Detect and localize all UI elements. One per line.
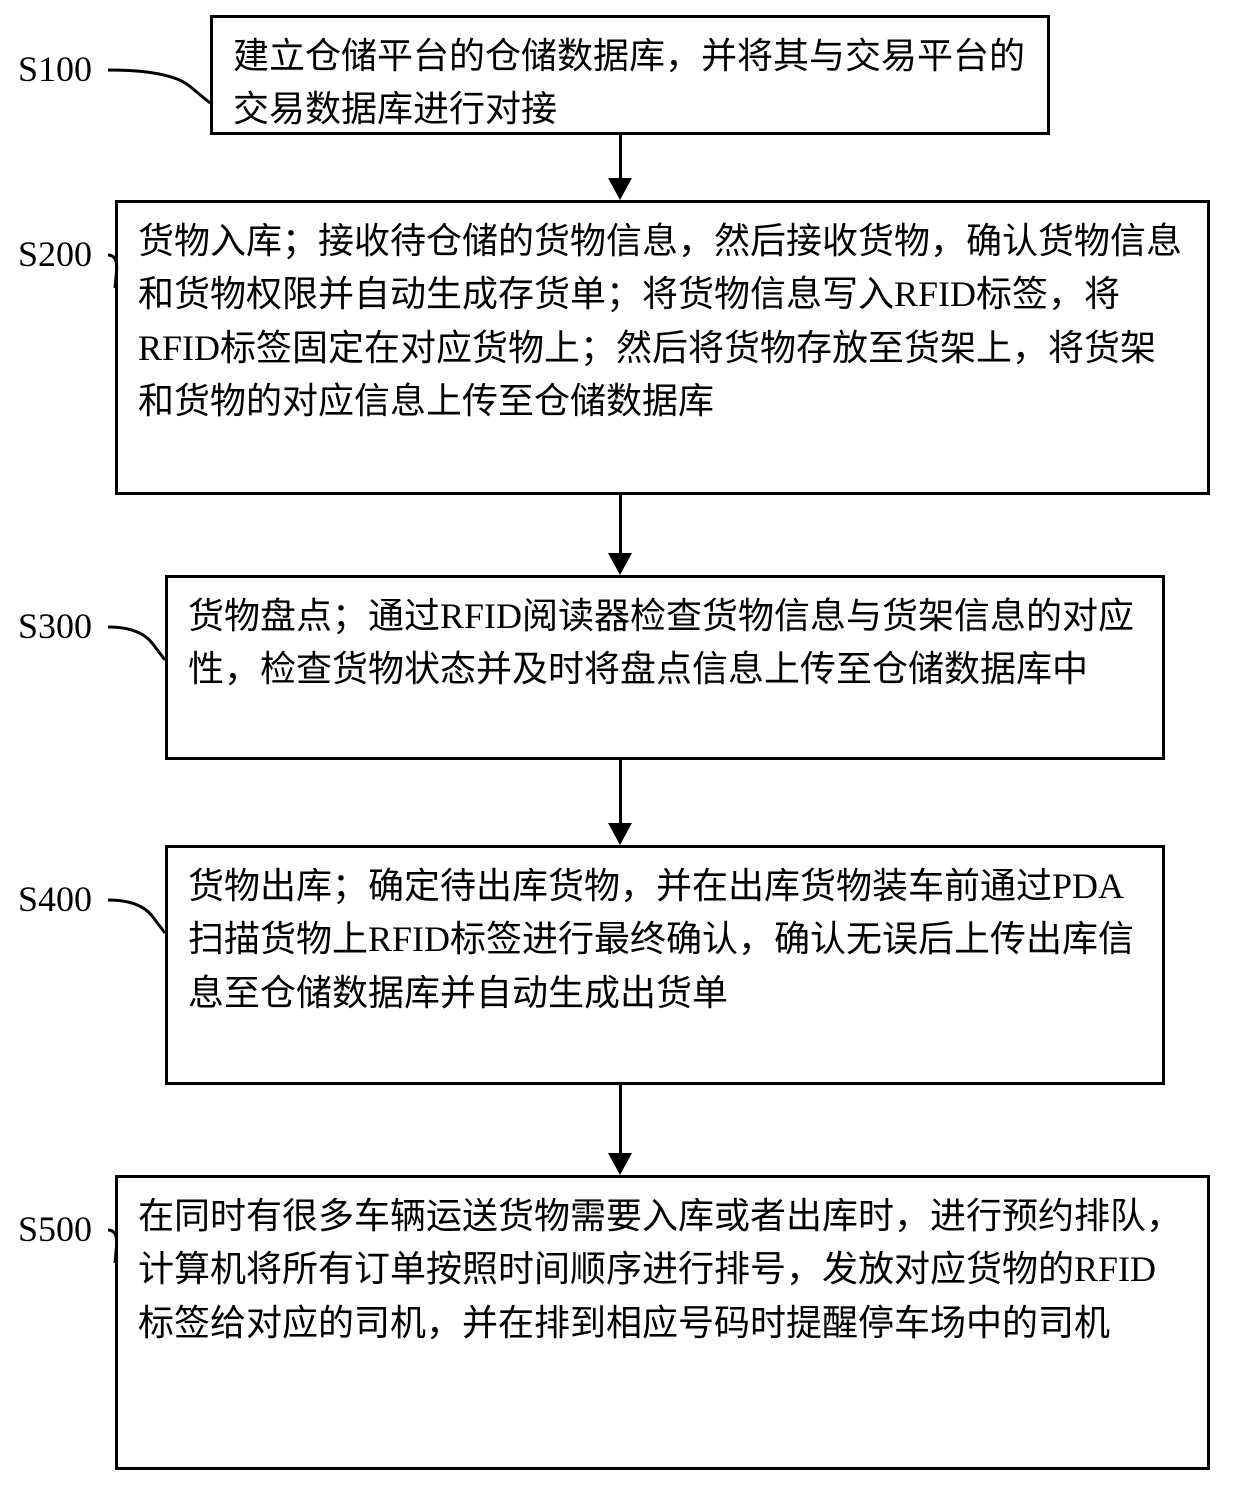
arrow-head-0 — [608, 178, 632, 200]
arrow-head-3 — [608, 1153, 632, 1175]
arrow-line-1 — [619, 495, 622, 553]
label-connector-s500 — [0, 0, 1240, 1505]
arrow-line-2 — [619, 760, 622, 823]
arrow-head-2 — [608, 823, 632, 845]
flowchart-canvas: 建立仓储平台的仓储数据库，并将其与交易平台的交易数据库进行对接S100货物入库；… — [0, 0, 1240, 1505]
arrow-head-1 — [608, 553, 632, 575]
arrow-line-3 — [619, 1085, 622, 1153]
arrow-line-0 — [619, 135, 622, 178]
